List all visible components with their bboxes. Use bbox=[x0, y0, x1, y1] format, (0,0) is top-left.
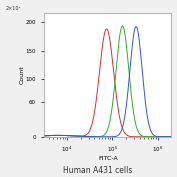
X-axis label: FITC-A: FITC-A bbox=[98, 156, 118, 161]
Text: 2×10²: 2×10² bbox=[5, 5, 21, 11]
Y-axis label: Count: Count bbox=[19, 66, 24, 84]
Text: Human A431 cells: Human A431 cells bbox=[63, 166, 132, 175]
